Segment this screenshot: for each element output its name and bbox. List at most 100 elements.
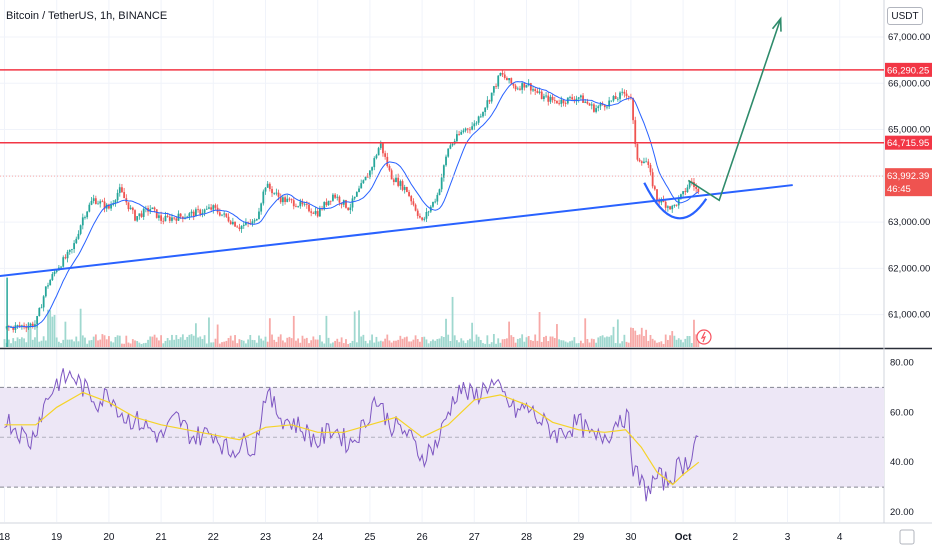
volume-bar	[412, 339, 415, 347]
candle-body	[392, 179, 395, 182]
volume-bar	[675, 339, 678, 347]
volume-bar	[177, 339, 180, 347]
volume-bar	[273, 339, 276, 347]
currency-selector[interactable]: USDT	[887, 7, 923, 25]
candle-body	[71, 249, 73, 250]
volume-bar	[640, 327, 643, 347]
candle-body	[405, 186, 408, 193]
candle-body	[275, 192, 278, 194]
volume-bar	[506, 338, 508, 347]
volume-bar	[436, 339, 439, 347]
volume-bar	[390, 342, 393, 347]
volume-bar	[338, 341, 341, 347]
candle-body	[171, 217, 173, 221]
candle-body	[540, 91, 543, 100]
volume-bar	[27, 322, 30, 347]
volume-bar	[262, 340, 265, 347]
volume-bar	[340, 337, 343, 347]
volume-bar	[453, 335, 456, 347]
volume-bar	[308, 343, 310, 347]
rsi-moving-average-line	[4, 391, 700, 486]
candle-body	[108, 204, 110, 209]
volume-bar	[695, 334, 698, 347]
candle-body	[208, 207, 210, 209]
volume-bar	[677, 338, 680, 347]
volume-bar	[249, 334, 252, 347]
volume-bar	[379, 340, 382, 347]
candle-body	[427, 211, 430, 213]
candle-body	[414, 204, 417, 211]
volume-bar	[386, 334, 389, 347]
volume-bar	[214, 338, 217, 347]
volume-bar	[419, 341, 421, 347]
volume-bar	[486, 335, 489, 347]
price-tick-label: 67,000.00	[888, 32, 930, 43]
candle-body	[62, 257, 65, 267]
volume-bar	[25, 342, 28, 347]
volume-bar	[297, 338, 300, 347]
candle-body	[205, 208, 208, 210]
volume-bar	[588, 342, 591, 347]
volume-bar	[693, 319, 695, 347]
candle-body	[373, 158, 376, 168]
candle-body	[12, 327, 15, 330]
candle-body	[44, 286, 47, 297]
volume-bar	[155, 337, 158, 347]
candle-body	[651, 172, 654, 187]
time-tick-label: Oct	[675, 532, 692, 543]
volume-bar	[660, 341, 663, 347]
volume-bar	[275, 341, 278, 347]
candle-body	[149, 208, 152, 212]
volume-bar	[151, 336, 154, 347]
candle-body	[266, 183, 269, 188]
volume-bar	[616, 319, 619, 347]
candle-body	[47, 285, 49, 287]
volume-bar	[682, 342, 684, 347]
candle-body	[31, 323, 34, 327]
volume-bar	[81, 335, 84, 347]
volume-bar	[399, 335, 402, 347]
candle-body	[338, 196, 341, 203]
candle-body	[503, 74, 506, 78]
candle-body	[264, 187, 267, 192]
volume-bar	[669, 335, 671, 347]
candle-body	[253, 220, 256, 222]
volume-bar	[414, 335, 417, 347]
candle-body	[599, 103, 602, 107]
volume-bar	[127, 342, 130, 347]
candle-body	[419, 215, 421, 218]
candle-body	[236, 226, 239, 228]
volume-bar	[647, 340, 650, 347]
volume-bar	[166, 337, 169, 347]
volume-bar	[271, 334, 273, 347]
volume-bar	[114, 337, 117, 347]
volume-bar	[99, 339, 102, 347]
candle-body	[442, 165, 445, 178]
candle-body	[362, 180, 365, 184]
volume-bar	[401, 338, 404, 347]
candle-body	[195, 209, 197, 217]
candle-body	[164, 215, 167, 222]
candle-body	[73, 243, 75, 250]
candle-body	[495, 86, 497, 87]
volume-bar	[540, 341, 543, 347]
candle-body	[558, 103, 561, 105]
volume-bar	[227, 338, 230, 347]
candle-body	[425, 212, 428, 219]
candle-body	[49, 280, 52, 286]
time-tick-label: 21	[156, 532, 168, 543]
candle-body	[60, 266, 62, 268]
volume-bar	[597, 337, 600, 347]
candle-body	[53, 271, 56, 275]
volume-bar	[403, 337, 406, 347]
candle-body	[329, 200, 332, 202]
volume-bar	[623, 334, 626, 347]
candle-body	[532, 89, 534, 91]
volume-bar	[521, 334, 524, 347]
candle-body	[175, 218, 178, 221]
volume-bar	[355, 342, 358, 347]
volume-bar	[279, 334, 282, 347]
candle-body	[675, 204, 678, 206]
volume-bar	[671, 331, 674, 347]
